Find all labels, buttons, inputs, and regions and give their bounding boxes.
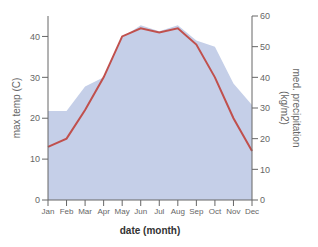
svg-text:20: 20 xyxy=(260,134,270,144)
svg-text:20: 20 xyxy=(30,113,40,123)
svg-text:med. precipitation(kg/m2): med. precipitation(kg/m2) xyxy=(279,69,302,148)
svg-text:Jan: Jan xyxy=(42,207,55,216)
svg-text:50: 50 xyxy=(260,42,270,52)
svg-text:60: 60 xyxy=(260,11,270,21)
svg-text:40: 40 xyxy=(30,32,40,42)
svg-text:Jun: Jun xyxy=(134,207,147,216)
svg-text:40: 40 xyxy=(260,73,270,83)
svg-text:0: 0 xyxy=(260,195,265,205)
svg-text:date (month): date (month) xyxy=(120,225,181,236)
svg-text:Sep: Sep xyxy=(189,207,204,216)
svg-text:30: 30 xyxy=(260,103,270,113)
svg-text:Apr: Apr xyxy=(97,207,110,216)
svg-text:Aug: Aug xyxy=(171,207,185,216)
svg-text:max temp (C): max temp (C) xyxy=(11,78,22,139)
svg-text:10: 10 xyxy=(30,154,40,164)
svg-text:10: 10 xyxy=(260,165,270,175)
svg-text:Feb: Feb xyxy=(60,207,74,216)
svg-text:30: 30 xyxy=(30,73,40,83)
svg-text:Oct: Oct xyxy=(209,207,222,216)
svg-text:0: 0 xyxy=(35,195,40,205)
svg-text:Nov: Nov xyxy=(226,207,240,216)
svg-text:May: May xyxy=(115,207,130,216)
svg-text:Dec: Dec xyxy=(245,207,259,216)
svg-text:Jul: Jul xyxy=(154,207,164,216)
svg-text:Mar: Mar xyxy=(78,207,92,216)
